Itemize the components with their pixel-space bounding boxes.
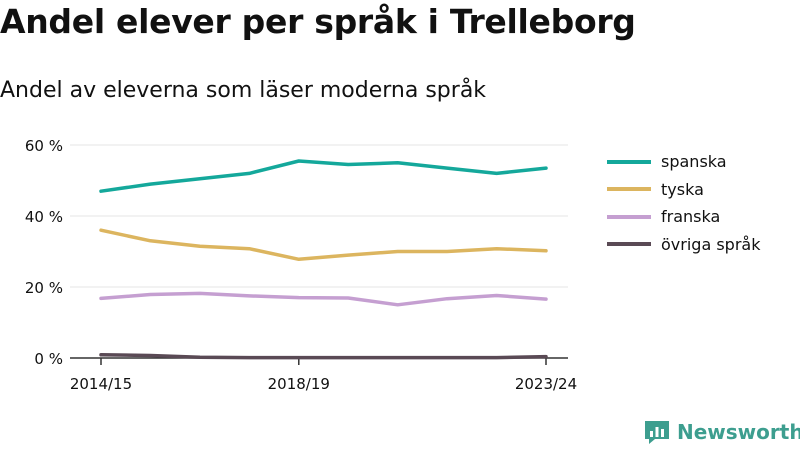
- newsworthy-logo[interactable]: Newsworthy: [643, 419, 800, 445]
- series-line-tyska: [99, 228, 548, 262]
- legend-swatch: [607, 187, 651, 192]
- series-line-övriga-språk: [99, 353, 548, 360]
- legend-item: övriga språk: [607, 231, 760, 259]
- y-tick-label: 20 %: [25, 279, 63, 297]
- series-line-spanska: [99, 159, 548, 193]
- x-tick-label: 2014/15: [70, 375, 132, 393]
- chart-subtitle: Andel av eleverna som läser moderna språ…: [0, 78, 487, 103]
- x-tick-label: 2018/19: [268, 375, 330, 393]
- legend-label: övriga språk: [661, 234, 761, 254]
- grid-lines: [70, 144, 568, 288]
- legend-item: tyska: [607, 176, 760, 204]
- legend-item: franska: [607, 203, 760, 231]
- chart-title: Andel elever per språk i Trelleborg: [0, 2, 636, 41]
- newsworthy-logo-icon: [645, 421, 669, 444]
- legend-item: spanska: [607, 148, 760, 176]
- legend-swatch: [607, 242, 651, 247]
- series-lines: [99, 159, 548, 360]
- newsworthy-brand-name: Newsworthy: [677, 420, 800, 444]
- legend-label: tyska: [661, 179, 704, 199]
- legend-label: franska: [661, 207, 721, 227]
- legend-swatch: [607, 159, 651, 164]
- legend-label: spanska: [661, 152, 727, 172]
- y-tick-label: 60 %: [25, 137, 63, 155]
- y-tick-label: 0 %: [34, 350, 63, 368]
- x-tick-label: 2023/24: [515, 375, 577, 393]
- series-line-franska: [99, 291, 548, 307]
- tick-labels: 0 % 20 % 40 % 60 % 2014/15 2018/19 2023/24: [25, 137, 577, 393]
- legend-swatch: [607, 214, 651, 219]
- y-tick-label: 40 %: [25, 208, 63, 226]
- legend: spanska tyska franska övriga språk: [607, 148, 760, 258]
